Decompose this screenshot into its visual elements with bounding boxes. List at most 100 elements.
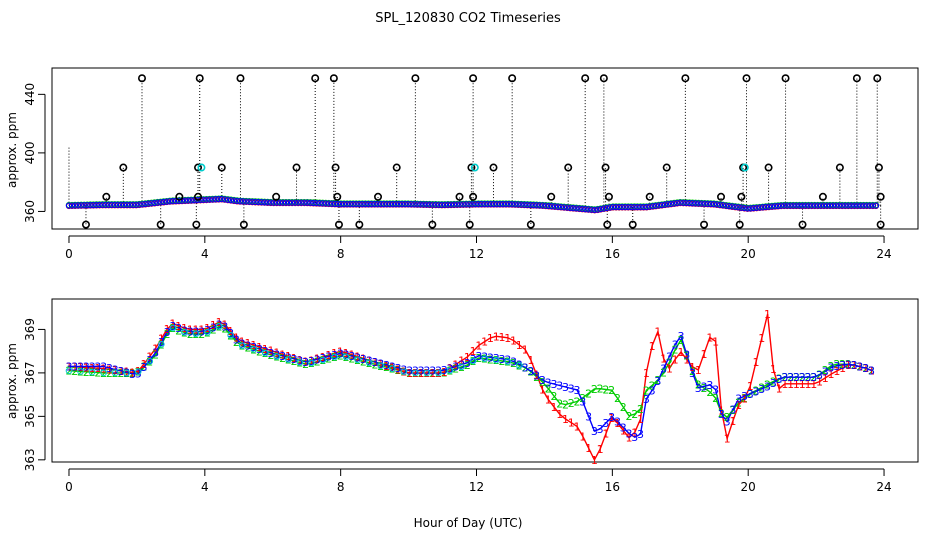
series-1-marker: 1 <box>868 364 875 377</box>
series-2-circle-marker <box>469 357 477 365</box>
baseline-marker-3 <box>469 201 476 208</box>
baseline-marker-3 <box>823 202 831 209</box>
baseline-marker-3 <box>145 200 152 207</box>
series-3-marker: 3 <box>689 367 696 380</box>
series-2-marker: 2 <box>562 398 569 411</box>
series-1-marker: 1 <box>822 372 829 385</box>
bottom-x-tick-label: 4 <box>201 480 209 494</box>
series-2-marker: 2 <box>481 353 488 366</box>
series-2-marker: 2 <box>65 365 72 378</box>
series-2-marker: 2 <box>724 411 731 424</box>
series-1-marker: 1 <box>279 348 286 361</box>
series-3-marker: 3 <box>643 393 650 406</box>
baseline-marker-3 <box>799 202 806 209</box>
baseline-marker-3 <box>472 200 479 208</box>
baseline-marker-3 <box>423 201 430 208</box>
series-3-marker: 3 <box>152 346 159 359</box>
baseline-marker-3 <box>597 205 605 213</box>
series-3-marker: 3 <box>810 371 817 384</box>
mid-spike-point <box>331 163 340 172</box>
series-2-marker: 2 <box>735 397 742 410</box>
baseline-marker-3 <box>389 200 397 208</box>
series-3-marker: 3 <box>423 365 430 378</box>
series-2-circle-marker <box>100 369 107 377</box>
top-panel: 0 4 8 12 16 20 24 360 400 440 approx. ppm <box>5 67 919 261</box>
series-2-circle-marker <box>308 359 315 367</box>
series-3-marker: 3 <box>221 320 228 333</box>
series-3-marker: 3 <box>429 365 436 378</box>
series-2-marker: 2 <box>464 359 471 372</box>
series-3-marker: 3 <box>164 326 171 339</box>
series-2-marker: 2 <box>579 392 586 405</box>
series-3-marker: 3 <box>522 361 529 374</box>
baseline-marker-3 <box>154 199 161 206</box>
baseline-marker-3 <box>160 198 167 206</box>
series-2-marker: 2 <box>706 386 713 399</box>
baseline-marker-3 <box>683 199 690 207</box>
series-3-marker: 3 <box>383 359 390 372</box>
baseline-marker-3 <box>319 200 326 207</box>
series-3-marker: 3 <box>672 338 679 351</box>
baseline-marker-3 <box>609 203 617 211</box>
series-3-marker: 3 <box>181 324 188 337</box>
top-x-tick-label: 8 <box>337 247 345 261</box>
baseline-marker-3 <box>117 201 125 209</box>
series-3-marker: 3 <box>291 353 298 366</box>
series-2-marker: 2 <box>320 354 327 367</box>
series-3-marker: 3 <box>169 320 176 333</box>
series-3-marker: 3 <box>724 416 731 429</box>
mid-spike-point <box>119 163 128 172</box>
bottom-y-axis-label: approx. ppm <box>5 343 19 419</box>
series-2-circle-marker <box>492 356 500 364</box>
baseline-marker-3 <box>401 200 409 208</box>
series-2-circle-marker <box>88 368 96 376</box>
baseline-marker-3 <box>732 203 739 211</box>
baseline-marker-3 <box>395 200 403 208</box>
series-3-marker: 3 <box>487 351 494 364</box>
baseline-marker-3 <box>710 200 718 208</box>
series-3-marker: 3 <box>204 324 211 337</box>
baseline-marker-3 <box>689 199 696 207</box>
baseline-marker-3 <box>765 203 773 210</box>
low-spike-point <box>81 220 90 229</box>
high-spike-point <box>852 74 861 83</box>
series-2-marker: 2 <box>141 361 148 374</box>
series-2-marker: 2 <box>527 366 534 379</box>
baseline-marker-3 <box>383 200 391 208</box>
baseline-marker-3 <box>570 204 577 212</box>
series-3-marker: 3 <box>94 360 101 373</box>
top-y-tick-label: 360 <box>23 200 37 223</box>
baseline-marker-3 <box>594 206 601 213</box>
small-spike-point <box>194 192 203 201</box>
series-1-marker: 1 <box>533 369 540 382</box>
bottom-x-tick-label: 12 <box>469 480 484 494</box>
baseline-marker-3 <box>313 199 320 207</box>
series-2-marker: 2 <box>683 349 690 362</box>
series-3-marker: 3 <box>839 359 846 372</box>
baseline-marker-3 <box>790 202 797 209</box>
baseline-marker-3 <box>356 200 363 208</box>
series-1-marker: 1 <box>337 345 344 358</box>
series-2-marker: 2 <box>354 354 361 367</box>
series-3-marker: 3 <box>279 350 286 363</box>
baseline-marker-3 <box>744 205 751 212</box>
series-1-marker: 1 <box>112 364 119 377</box>
series-2-marker: 2 <box>597 383 604 396</box>
series-2-marker: 2 <box>695 378 702 391</box>
top-x-tick-label: 16 <box>605 247 620 261</box>
baseline-marker-3 <box>405 200 412 208</box>
series-2-marker: 2 <box>94 367 101 380</box>
series-1-marker: 1 <box>204 322 211 335</box>
baseline-marker-3 <box>557 203 565 211</box>
series-2-circle-marker <box>204 329 211 336</box>
baseline-marker-3 <box>301 199 308 206</box>
baseline-marker-3 <box>753 204 760 211</box>
baseline-marker-3 <box>692 200 699 207</box>
series-3-marker: 3 <box>244 339 251 352</box>
series-1-marker: 1 <box>753 356 760 369</box>
series-3-marker: 3 <box>753 385 760 398</box>
series-2-marker: 2 <box>447 365 454 378</box>
small-spike-point <box>604 192 613 201</box>
baseline-marker-3 <box>536 202 543 209</box>
